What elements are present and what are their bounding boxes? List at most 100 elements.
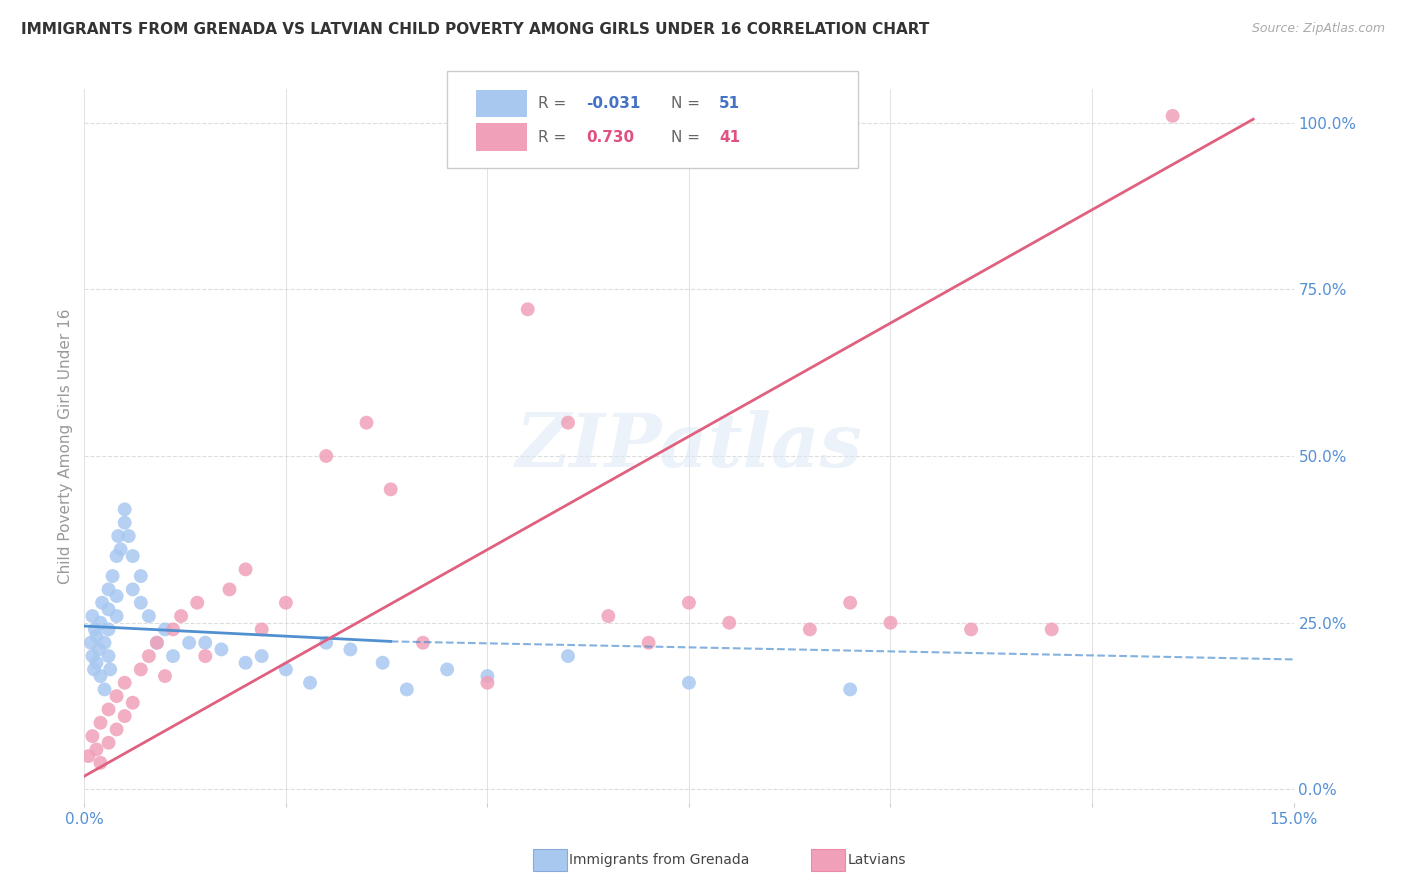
Point	[114, 675, 136, 690]
Point	[250, 649, 273, 664]
Text: 41: 41	[720, 129, 741, 145]
Point	[93, 636, 115, 650]
Point	[87, 642, 110, 657]
Point	[153, 623, 176, 637]
Point	[83, 662, 105, 676]
Point	[82, 609, 104, 624]
Point	[718, 615, 741, 630]
Point	[315, 449, 337, 463]
Point	[118, 529, 141, 543]
Point	[209, 642, 232, 657]
Point	[121, 549, 143, 563]
Point	[89, 615, 111, 630]
Point	[83, 623, 105, 637]
Point	[105, 723, 128, 737]
Point	[194, 636, 217, 650]
Point	[194, 649, 217, 664]
FancyBboxPatch shape	[447, 71, 858, 168]
Point	[235, 562, 257, 576]
Point	[218, 582, 240, 597]
Point	[97, 702, 120, 716]
Point	[162, 623, 184, 637]
Point	[477, 669, 499, 683]
Point	[110, 542, 132, 557]
Point	[170, 609, 193, 624]
Y-axis label: Child Poverty Among Girls Under 16: Child Poverty Among Girls Under 16	[58, 309, 73, 583]
Text: 0.730: 0.730	[586, 129, 634, 145]
Point	[89, 669, 111, 683]
Point	[371, 656, 394, 670]
Point	[557, 416, 579, 430]
Text: IMMIGRANTS FROM GRENADA VS LATVIAN CHILD POVERTY AMONG GIRLS UNDER 16 CORRELATIO: IMMIGRANTS FROM GRENADA VS LATVIAN CHILD…	[21, 22, 929, 37]
Text: N =: N =	[671, 96, 704, 111]
Point	[138, 649, 160, 664]
Point	[250, 623, 273, 637]
Point	[105, 609, 128, 624]
Point	[557, 649, 579, 664]
Point	[114, 516, 136, 530]
Point	[477, 675, 499, 690]
Point	[82, 729, 104, 743]
Point	[598, 609, 620, 624]
Point	[97, 582, 120, 597]
Point	[129, 569, 152, 583]
Text: R =: R =	[538, 129, 571, 145]
Text: N =: N =	[671, 129, 704, 145]
Point	[436, 662, 458, 676]
Point	[121, 696, 143, 710]
Point	[162, 649, 184, 664]
Point	[1040, 623, 1063, 637]
Point	[186, 596, 208, 610]
Point	[339, 642, 361, 657]
Point	[412, 636, 434, 650]
Text: R =: R =	[538, 96, 571, 111]
Point	[114, 709, 136, 723]
Point	[93, 682, 115, 697]
Point	[235, 656, 257, 670]
Point	[839, 682, 862, 697]
Point	[274, 662, 297, 676]
Point	[86, 656, 108, 670]
Point	[315, 636, 337, 650]
Point	[138, 609, 160, 624]
Point	[105, 549, 128, 563]
Point	[98, 662, 121, 676]
Point	[129, 662, 152, 676]
Text: Immigrants from Grenada: Immigrants from Grenada	[569, 853, 749, 867]
Point	[799, 623, 821, 637]
Point	[395, 682, 418, 697]
Text: Source: ZipAtlas.com: Source: ZipAtlas.com	[1251, 22, 1385, 36]
Point	[89, 715, 111, 730]
Point	[107, 529, 129, 543]
Point	[80, 636, 103, 650]
Point	[89, 756, 111, 770]
Point	[299, 675, 322, 690]
Point	[380, 483, 402, 497]
Point	[516, 302, 538, 317]
Point	[97, 602, 120, 616]
Point	[146, 636, 169, 650]
Point	[91, 596, 114, 610]
Text: Latvians: Latvians	[848, 853, 907, 867]
Point	[1161, 109, 1184, 123]
Point	[960, 623, 983, 637]
FancyBboxPatch shape	[477, 90, 527, 117]
Point	[97, 623, 120, 637]
Point	[105, 589, 128, 603]
Point	[86, 629, 108, 643]
Text: -0.031: -0.031	[586, 96, 641, 111]
Text: ZIPatlas: ZIPatlas	[516, 409, 862, 483]
Point	[101, 569, 124, 583]
Point	[105, 689, 128, 703]
Point	[179, 636, 201, 650]
Point	[637, 636, 659, 650]
Point	[879, 615, 901, 630]
Point	[146, 636, 169, 650]
Point	[77, 749, 100, 764]
Point	[86, 742, 108, 756]
Point	[274, 596, 297, 610]
FancyBboxPatch shape	[477, 123, 527, 151]
Point	[121, 582, 143, 597]
Point	[82, 649, 104, 664]
Point	[678, 675, 700, 690]
